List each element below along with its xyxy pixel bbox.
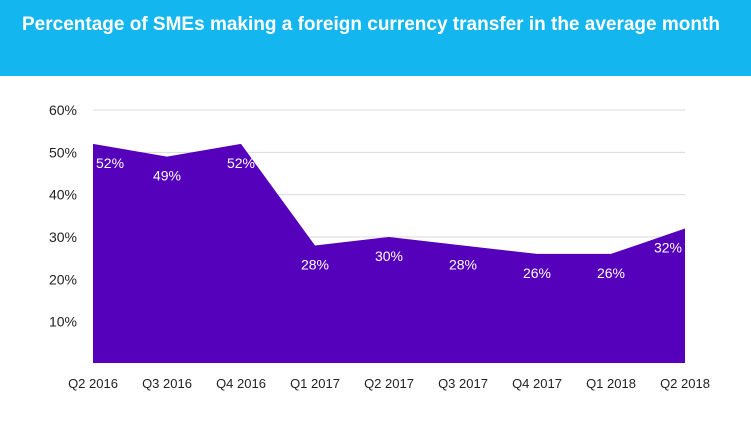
- y-tick-label: 40%: [49, 187, 77, 203]
- x-tick-label: Q2 2016: [68, 376, 118, 391]
- y-tick-label: 10%: [49, 314, 77, 330]
- x-tick-label: Q3 2016: [142, 376, 192, 391]
- y-tick-label: 50%: [49, 144, 77, 160]
- x-tick-label: Q1 2018: [586, 376, 636, 391]
- x-tick-label: Q2 2017: [364, 376, 414, 391]
- x-tick-label: Q3 2017: [438, 376, 488, 391]
- data-label: 49%: [153, 168, 181, 184]
- x-tick-label: Q2 2018: [660, 376, 710, 391]
- data-label: 52%: [227, 155, 255, 171]
- y-tick-label: 20%: [49, 271, 77, 287]
- chart-title-bar: Percentage of SMEs making a foreign curr…: [0, 0, 751, 76]
- x-axis: Q2 2016 Q3 2016 Q4 2016 Q1 2017 Q2 2017 Q3 20…: [68, 376, 710, 391]
- x-tick-label: Q4 2017: [512, 376, 562, 391]
- x-tick-label: Q4 2016: [216, 376, 266, 391]
- data-label: 30%: [375, 248, 403, 264]
- y-tick-label: 60%: [49, 102, 77, 118]
- data-label: 28%: [449, 256, 477, 272]
- data-labels: 52% 49% 52% 28% 30% 28% 26% 26% 32%: [96, 155, 682, 281]
- data-label: 52%: [96, 155, 124, 171]
- chart-title: Percentage of SMEs making a foreign curr…: [22, 14, 720, 35]
- x-tick-label: Q1 2017: [290, 376, 340, 391]
- plot-area: [93, 143, 685, 363]
- data-label: 32%: [654, 240, 682, 256]
- area-series: [93, 143, 685, 363]
- y-axis: 10% 20% 30% 40% 50% 60%: [49, 102, 77, 330]
- data-label: 26%: [597, 265, 625, 281]
- data-label: 26%: [523, 265, 551, 281]
- y-tick-label: 30%: [49, 229, 77, 245]
- data-label: 28%: [301, 256, 329, 272]
